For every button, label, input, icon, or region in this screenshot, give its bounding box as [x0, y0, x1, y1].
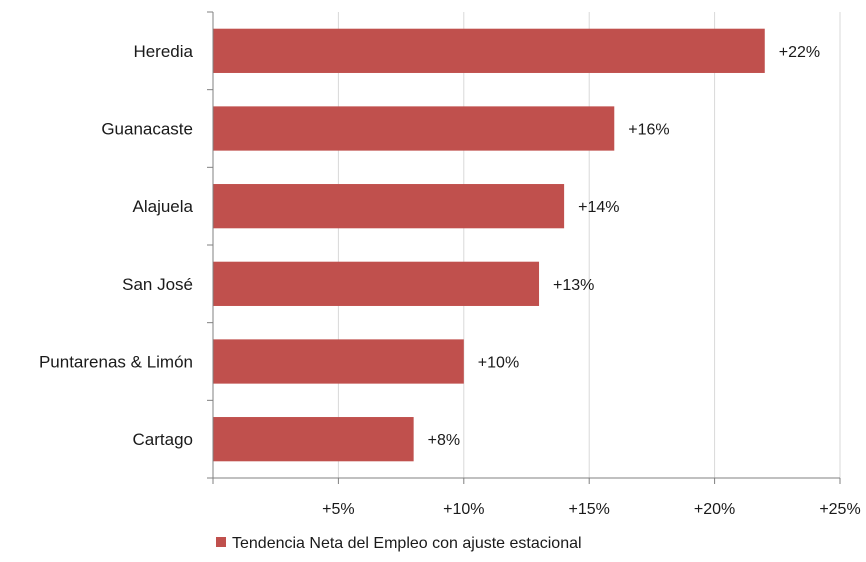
bar [213, 417, 414, 462]
bar [213, 261, 540, 306]
bar [213, 184, 565, 229]
gridlines [337, 12, 841, 478]
data-label: +16% [628, 122, 669, 139]
category-label: Guanacaste [101, 120, 193, 139]
bar [213, 28, 765, 73]
bars [213, 28, 765, 462]
category-label: Alajuela [133, 197, 194, 216]
legend-swatch [216, 537, 226, 547]
x-tick-labels: +5% +10% +15% +20% +25% [322, 501, 861, 518]
category-label: Puntarenas & Limón [39, 353, 193, 372]
data-label: +14% [578, 199, 619, 216]
data-label: +13% [553, 277, 594, 294]
category-label: Heredia [133, 42, 193, 61]
legend: Tendencia Neta del Empleo con ajuste est… [216, 535, 582, 552]
data-labels: +22% +16% +14% +13% +10% +8% [428, 44, 820, 449]
x-tick-label: +20% [694, 501, 735, 518]
data-label: +8% [428, 432, 460, 449]
x-tick-label: +5% [322, 501, 354, 518]
bar [213, 106, 615, 151]
data-label: +10% [478, 355, 519, 372]
bar [213, 339, 464, 384]
x-tick-label: +10% [443, 501, 484, 518]
x-tick-label: +15% [569, 501, 610, 518]
x-tick-label: +25% [819, 501, 860, 518]
data-label: +22% [779, 44, 820, 61]
category-label: Cartago [133, 430, 193, 449]
axes [207, 11, 841, 484]
category-labels: Heredia Guanacaste Alajuela San José Puntare… [39, 42, 194, 449]
legend-label: Tendencia Neta del Empleo con ajuste est… [232, 535, 582, 552]
category-label: San José [122, 275, 193, 294]
